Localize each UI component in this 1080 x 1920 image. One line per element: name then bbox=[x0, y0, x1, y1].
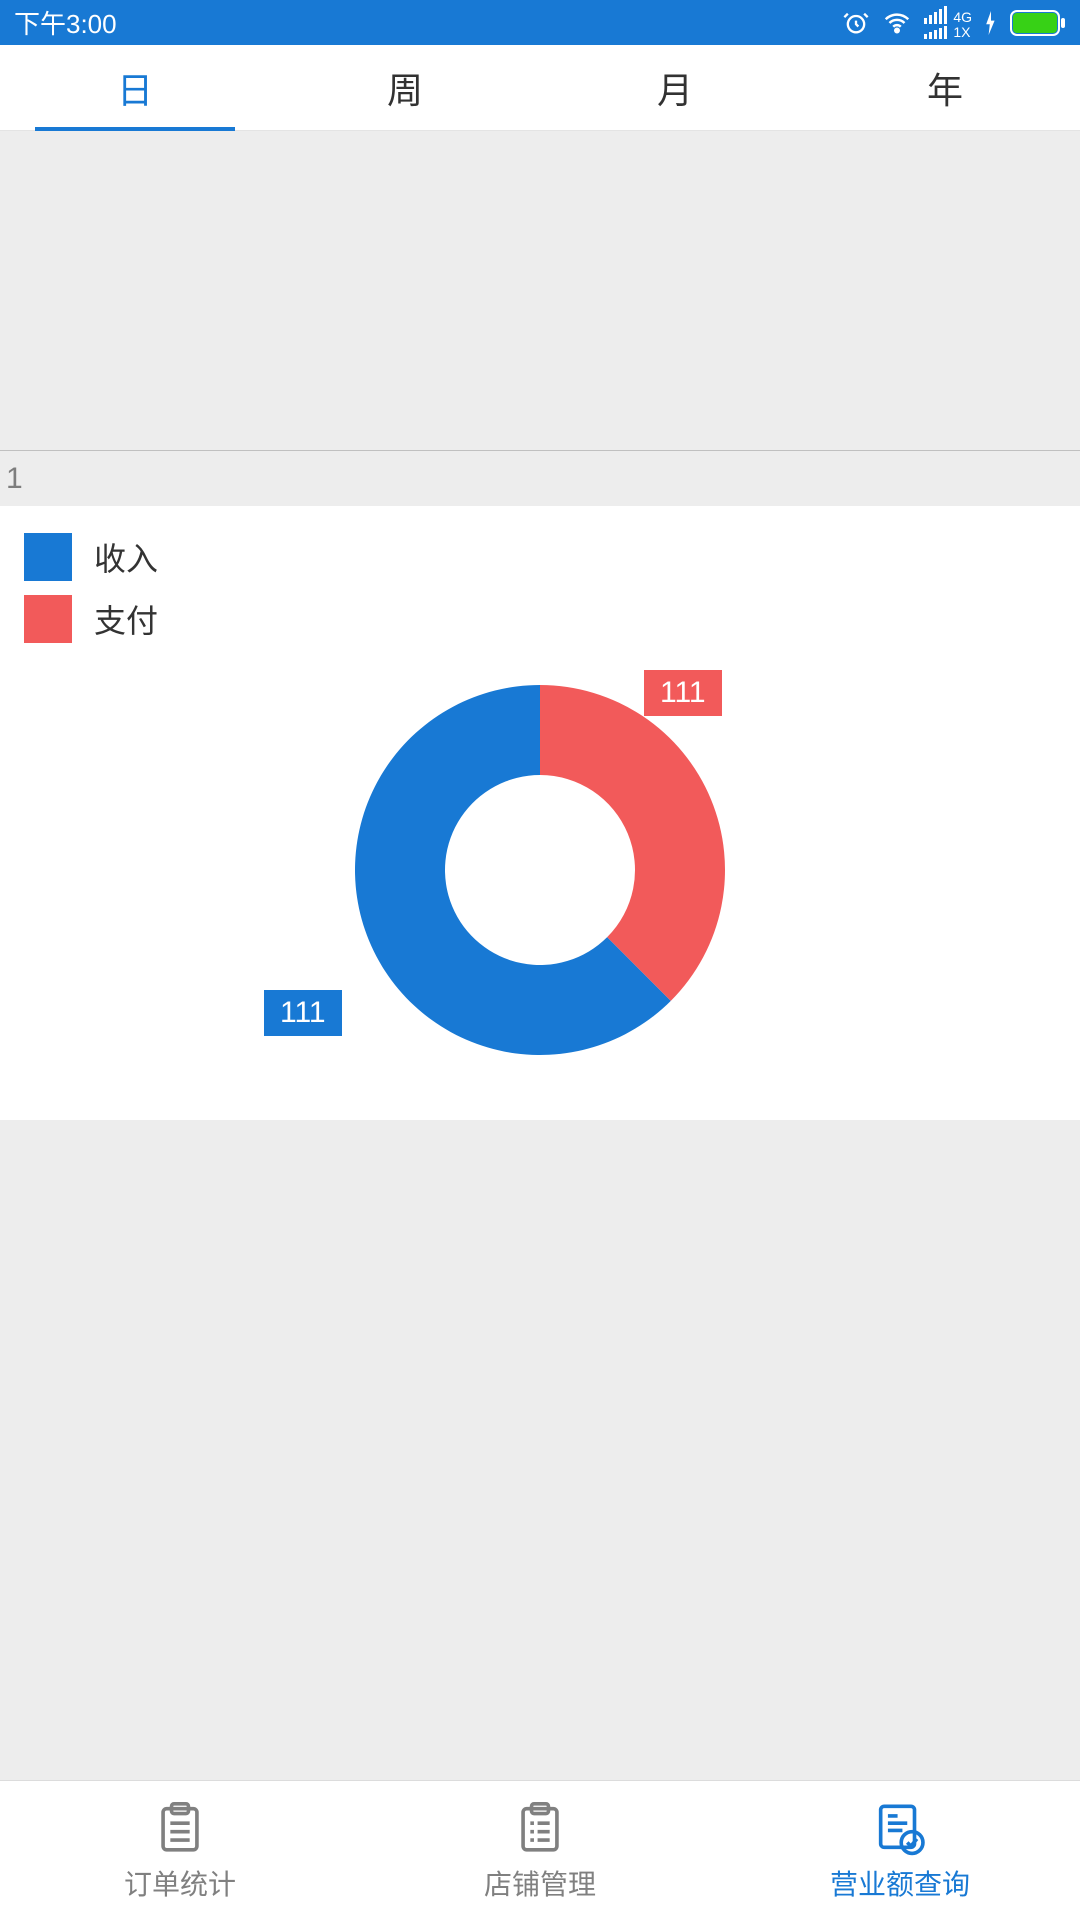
donut-chart: 111 111 bbox=[24, 660, 1056, 1080]
legend-swatch bbox=[24, 533, 72, 581]
nav-label: 营业额查询 bbox=[830, 1863, 970, 1903]
report-check-icon bbox=[871, 1799, 929, 1857]
tab-month[interactable]: 月 bbox=[540, 45, 810, 130]
wifi-icon bbox=[882, 8, 912, 38]
axis-label: 1 bbox=[6, 462, 23, 496]
alarm-icon bbox=[842, 9, 870, 37]
legend-item-payment: 支付 bbox=[24, 588, 1056, 650]
clipboard-check-icon bbox=[511, 1799, 569, 1857]
tab-label: 月 bbox=[657, 62, 693, 114]
chart-legend: 收入 支付 bbox=[24, 526, 1056, 650]
donut-svg bbox=[120, 660, 960, 1080]
tab-label: 周 bbox=[387, 62, 423, 114]
signal-icon: 4G 1X bbox=[924, 6, 972, 39]
network-1x-label: 1X bbox=[953, 25, 970, 39]
charging-icon bbox=[984, 11, 998, 35]
status-bar: 下午3:00 4G 1X bbox=[0, 0, 1080, 45]
network-4g-label: 4G bbox=[953, 10, 972, 24]
axis-label-row: 1 bbox=[0, 451, 1080, 506]
tab-label: 日 bbox=[117, 62, 153, 114]
period-tabs: 日 周 月 年 bbox=[0, 45, 1080, 131]
nav-item-revenue-query[interactable]: 营业额查询 bbox=[720, 1781, 1080, 1920]
donut-chart-card: 收入 支付 111 111 bbox=[0, 506, 1080, 1120]
bottom-nav: 订单统计 店铺管理 营业额查询 bbox=[0, 1780, 1080, 1920]
status-icons: 4G 1X bbox=[842, 6, 1066, 39]
battery-icon bbox=[1010, 10, 1066, 36]
tab-year[interactable]: 年 bbox=[810, 45, 1080, 130]
clipboard-lines-icon bbox=[151, 1799, 209, 1857]
legend-label: 支付 bbox=[94, 596, 158, 642]
legend-item-income: 收入 bbox=[24, 526, 1056, 588]
callout-income: 111 bbox=[264, 990, 342, 1036]
empty-chart-area bbox=[0, 131, 1080, 451]
nav-item-order-stats[interactable]: 订单统计 bbox=[0, 1781, 360, 1920]
nav-label: 订单统计 bbox=[124, 1863, 236, 1903]
legend-label: 收入 bbox=[94, 534, 158, 580]
nav-item-shop-manage[interactable]: 店铺管理 bbox=[360, 1781, 720, 1920]
status-time: 下午3:00 bbox=[14, 4, 117, 41]
tab-day[interactable]: 日 bbox=[0, 45, 270, 130]
tab-week[interactable]: 周 bbox=[270, 45, 540, 130]
callout-payment: 111 bbox=[644, 670, 722, 716]
legend-swatch bbox=[24, 595, 72, 643]
tab-label: 年 bbox=[927, 62, 963, 114]
nav-label: 店铺管理 bbox=[484, 1863, 596, 1903]
